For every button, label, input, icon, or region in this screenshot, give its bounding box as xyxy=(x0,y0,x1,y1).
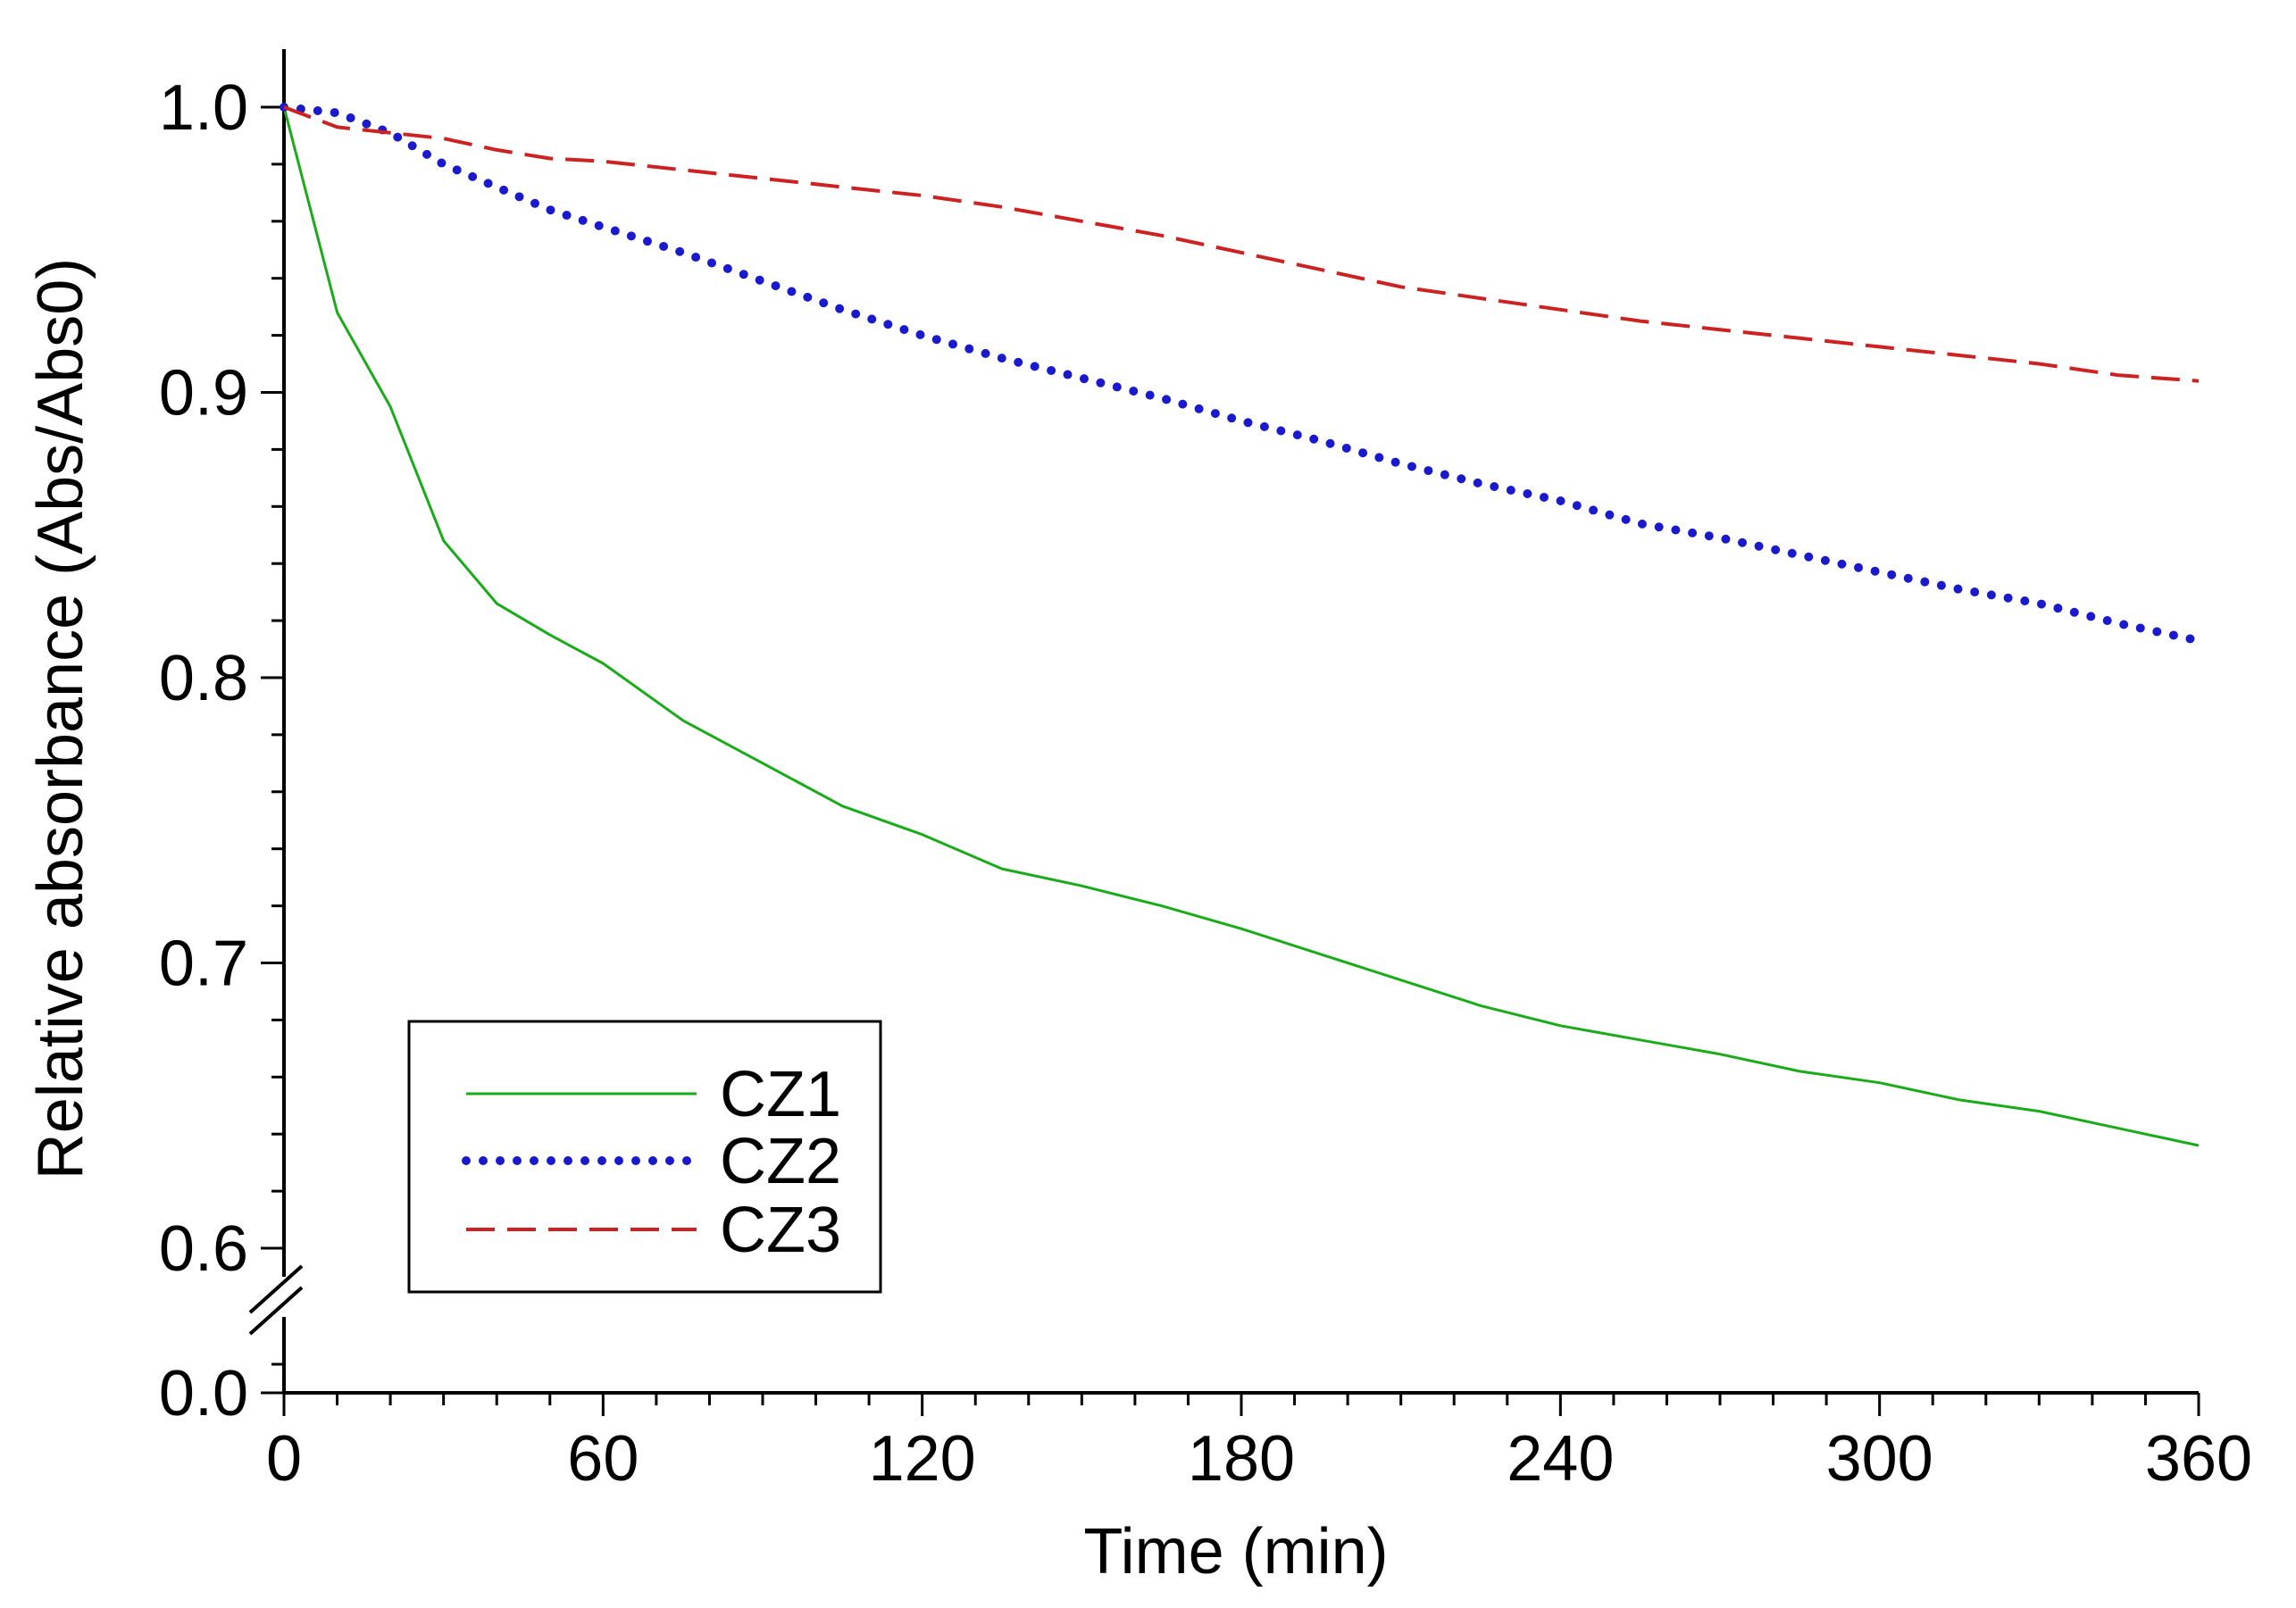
legend-label: CZ2 xyxy=(720,1126,841,1197)
y-tick-label: 0.8 xyxy=(159,643,248,714)
x-tick-label: 240 xyxy=(1507,1423,1614,1495)
y-tick-label: 0.6 xyxy=(159,1213,248,1285)
x-tick-label: 180 xyxy=(1188,1423,1295,1495)
y-tick-label: 1.0 xyxy=(159,72,248,144)
x-tick-label: 300 xyxy=(1826,1423,1933,1495)
y-axis-label: Relative absorbance (Abs/Abs0) xyxy=(25,258,96,1180)
x-tick-label: 60 xyxy=(567,1423,639,1495)
axis-break-mark xyxy=(248,1286,304,1336)
x-axis-label: Time (min) xyxy=(1083,1516,1388,1587)
series-line-cz1 xyxy=(282,106,2200,1147)
axes: 0 60 120 180 240 300 360 0.6 0.7 0.8 0.9 1.0 0.0 xyxy=(159,49,2252,1495)
series-line-cz2 xyxy=(280,103,2203,646)
y-tick-label: 0.0 xyxy=(159,1358,248,1429)
y-tick-label: 0.7 xyxy=(159,929,248,1000)
axis-break-mark xyxy=(248,1264,304,1314)
x-tick-label: 360 xyxy=(2145,1423,2252,1495)
legend-label: CZ3 xyxy=(720,1195,841,1266)
x-tick-label: 0 xyxy=(266,1423,302,1495)
series-line-cz3 xyxy=(283,105,2200,383)
x-tick-label: 120 xyxy=(869,1423,976,1495)
series-layer xyxy=(280,103,2203,1147)
legend-label: CZ1 xyxy=(720,1059,841,1130)
y-tick-label: 0.9 xyxy=(159,358,248,429)
legend-box xyxy=(407,1020,882,1294)
